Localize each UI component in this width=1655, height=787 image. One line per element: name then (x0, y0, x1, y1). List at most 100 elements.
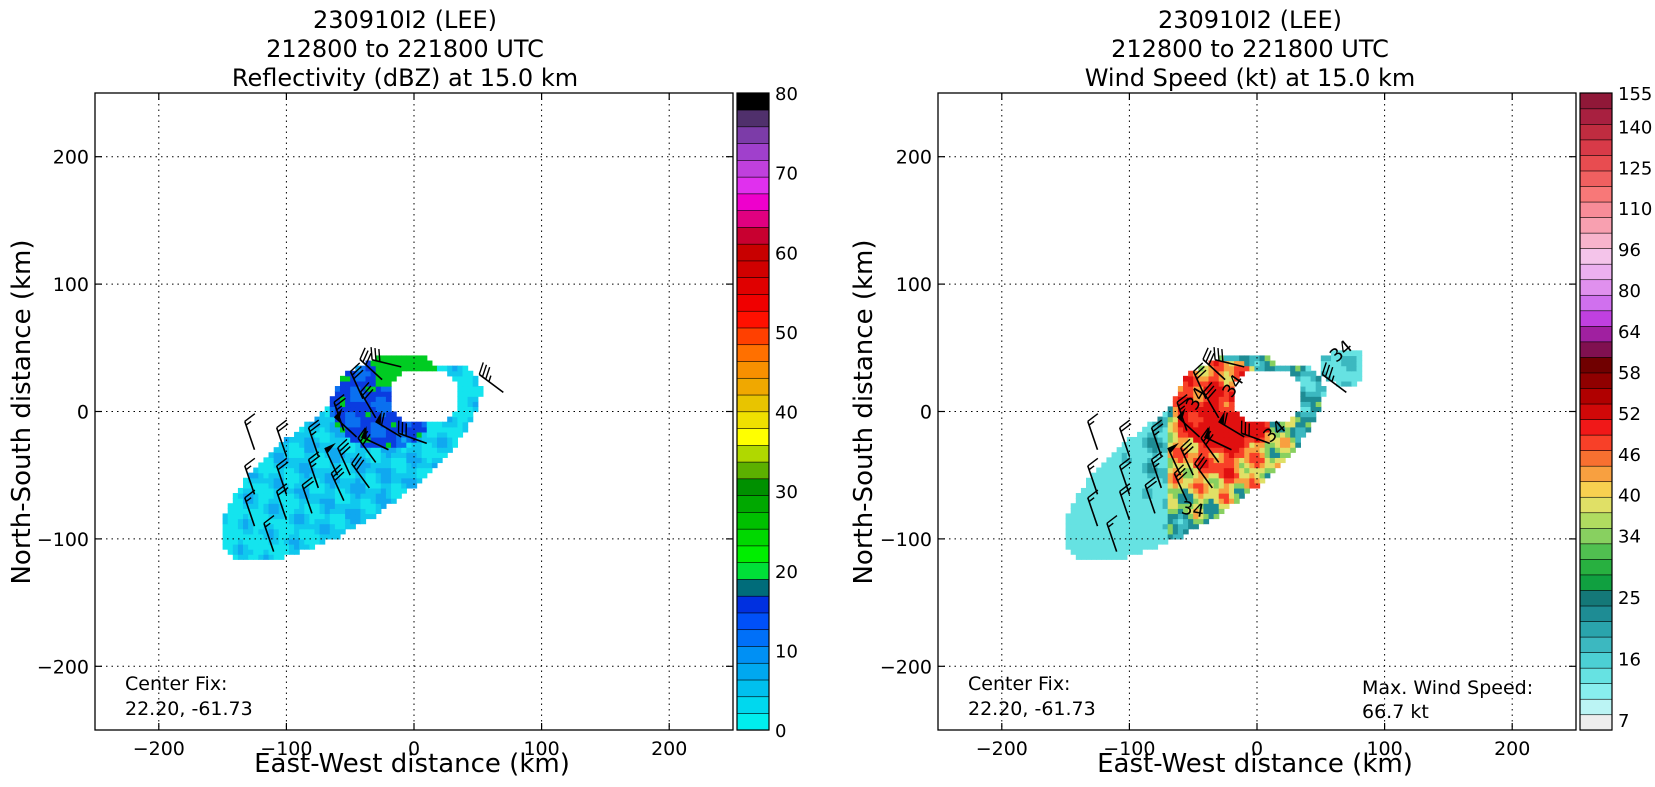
field-cell (1116, 538, 1123, 545)
field-cell (462, 426, 469, 433)
wind-barb-line (1203, 382, 1213, 393)
field-cell (329, 467, 336, 474)
field-cell (1167, 457, 1174, 464)
field-cell (1086, 528, 1092, 535)
colorbar-tick-label: 40 (775, 403, 798, 424)
field-cell (1172, 416, 1179, 423)
field-cell (253, 467, 259, 474)
field-cell (1172, 487, 1179, 494)
wind-barb-line (1200, 427, 1209, 439)
field-cell (1070, 528, 1077, 535)
colorbar-swatch (1579, 216, 1613, 234)
field-cell (232, 554, 239, 560)
wind-barb-half (1179, 405, 1186, 411)
field-cell (1177, 442, 1184, 448)
field-cell (1305, 380, 1312, 387)
field-cell (283, 487, 290, 494)
field-cell (1075, 513, 1082, 520)
field-cell (1213, 462, 1220, 469)
field-cell (1228, 401, 1235, 408)
field-cell (1295, 421, 1301, 428)
colorbar-swatch (736, 193, 770, 211)
field-cell (406, 447, 413, 453)
field-cell (385, 472, 392, 479)
field-cell (288, 533, 295, 540)
field-cell (273, 523, 280, 530)
field-cell (1336, 360, 1342, 367)
field-cell (1172, 457, 1179, 464)
field-cell (391, 447, 397, 453)
field-cell (1223, 467, 1230, 474)
field-cell (1157, 462, 1164, 469)
field-cell (319, 523, 326, 530)
field-cell (426, 360, 433, 367)
field-cell (360, 421, 367, 428)
colorbar-tick-label: 60 (775, 243, 798, 264)
field-cell (385, 380, 392, 387)
field-cell (1157, 472, 1164, 479)
field-cell (237, 518, 244, 525)
field-cell (1157, 436, 1164, 443)
field-cell (1080, 538, 1087, 545)
field-cell (1193, 411, 1199, 418)
field-cell (360, 370, 367, 377)
wind-barb-line (276, 419, 288, 429)
field-cell (365, 447, 372, 453)
wind-barb-shaft (371, 358, 402, 368)
field-cell (1223, 447, 1230, 453)
wind-barb-half (310, 430, 317, 436)
wind-barb-line (1087, 489, 1099, 499)
field-cell (1091, 538, 1097, 545)
field-cell (1075, 543, 1082, 550)
field-cell (248, 533, 254, 540)
field-cell (1198, 482, 1205, 489)
field-cell (345, 416, 351, 423)
field-cell (1244, 426, 1250, 433)
field-cell (339, 416, 346, 423)
field-cell (1111, 493, 1118, 499)
field-cell (1244, 487, 1250, 494)
field-cell (268, 482, 275, 489)
field-cell (1116, 518, 1123, 525)
field-cell (396, 416, 402, 423)
field-cell (1177, 498, 1184, 504)
field-cell (1126, 477, 1133, 484)
field-cell (1320, 386, 1327, 392)
field-cell (345, 391, 351, 397)
field-cell (237, 513, 244, 520)
field-cell (1162, 452, 1169, 458)
field-cell (237, 498, 244, 504)
field-cell (1208, 365, 1215, 372)
field-cell (421, 421, 428, 428)
field-cell (309, 482, 316, 489)
field-cell (385, 447, 392, 453)
field-cell (1162, 421, 1169, 428)
field-cell (1182, 411, 1189, 418)
field-cell (431, 442, 438, 448)
field-cell (1111, 523, 1118, 530)
colorbar-swatch (736, 377, 770, 396)
field-cell (1096, 523, 1102, 530)
field-cell (334, 431, 341, 438)
field-cell (1070, 518, 1077, 525)
field-cell (1315, 375, 1322, 382)
field-cell (273, 482, 280, 489)
field-cell (1121, 482, 1128, 489)
field-cell (309, 493, 316, 499)
field-cell (1239, 457, 1245, 464)
field-cell (339, 528, 346, 535)
field-cell (360, 365, 367, 372)
wind-barb-line (1192, 362, 1204, 372)
field-cell (1310, 411, 1317, 418)
field-cell (1223, 391, 1230, 397)
field-cell (1228, 416, 1235, 423)
field-cell (1305, 391, 1312, 397)
field-cell (1177, 436, 1184, 443)
colorbar-swatch (1579, 543, 1613, 560)
field-cell (442, 426, 448, 433)
field-cell (278, 543, 285, 550)
colorbar-swatch (1579, 201, 1613, 218)
field-cell (319, 447, 326, 453)
field-cell (329, 447, 336, 453)
field-cell (299, 518, 305, 525)
